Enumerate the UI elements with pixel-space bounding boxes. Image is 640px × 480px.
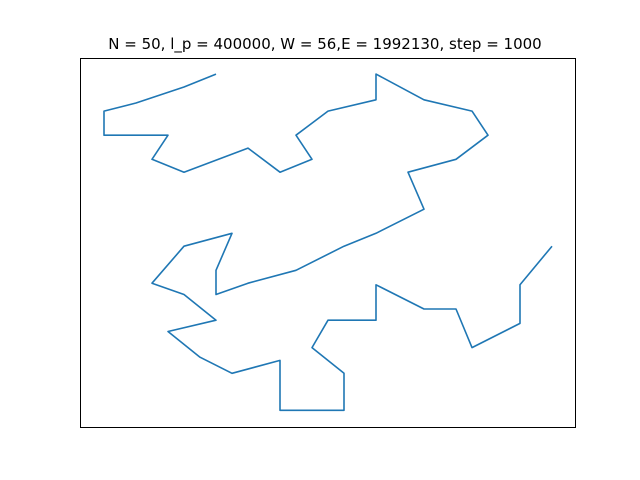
- chart-title: N = 50, l_p = 400000, W = 56,E = 1992130…: [108, 35, 541, 54]
- axes-frame: [80, 58, 576, 428]
- series-line-path: [103, 73, 553, 412]
- plot-area: [80, 58, 576, 428]
- series-layer: [103, 73, 553, 412]
